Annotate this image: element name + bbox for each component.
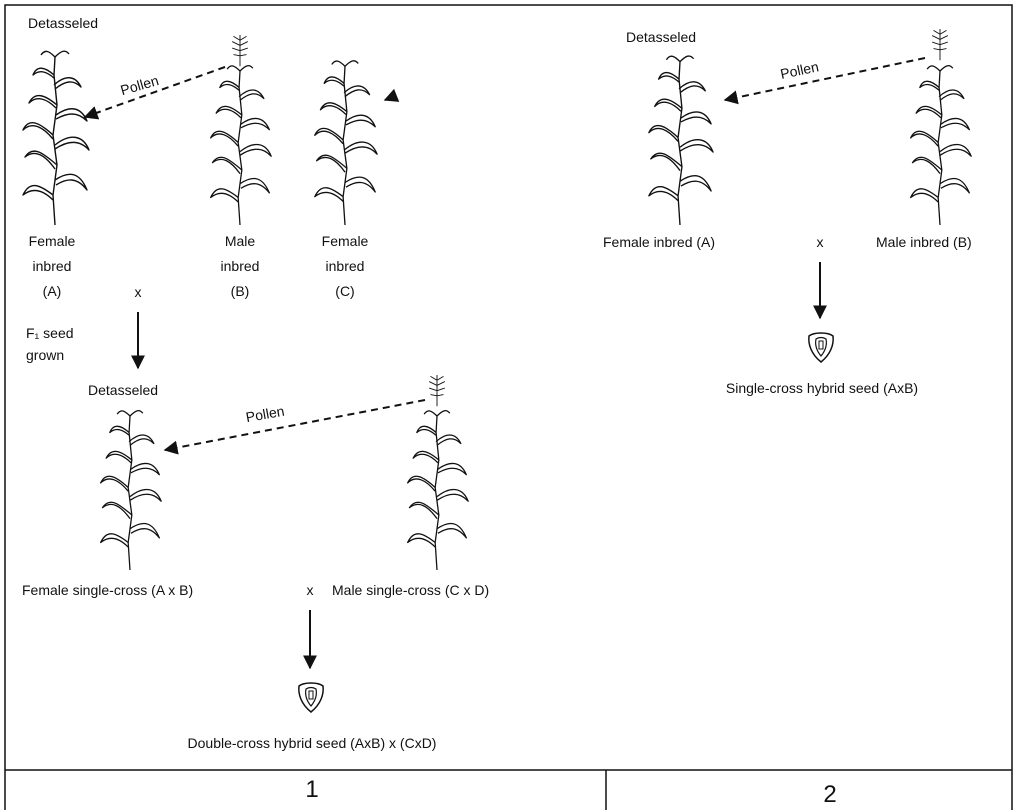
plant: [99, 409, 162, 570]
plant-label: Female: [29, 233, 76, 249]
label: Female single-cross (A x B): [22, 582, 193, 598]
label: Detasseled: [28, 15, 98, 31]
label: Male single-cross (C x D): [332, 582, 489, 598]
label: Female inbred (A): [603, 234, 715, 250]
plant: [406, 409, 469, 570]
plant-label: Male: [225, 233, 256, 249]
panel-number: 2: [823, 781, 836, 808]
label: Single-cross hybrid seed (AxB): [726, 380, 918, 396]
label: Male inbred (B): [876, 234, 972, 250]
pollen-arrow: [163, 399, 426, 455]
plant: [314, 60, 378, 225]
tassel: [931, 28, 949, 61]
tassel: [231, 34, 249, 67]
pollen-arrow: [723, 57, 926, 105]
seed: [298, 682, 324, 713]
plant: [209, 64, 272, 225]
cross-symbol: x: [135, 284, 142, 300]
plant-label: inbred: [33, 258, 72, 274]
plant-label: inbred: [326, 258, 365, 274]
seed: [808, 332, 834, 363]
plant-label: (B): [231, 283, 250, 299]
label: Pollen: [119, 72, 161, 98]
pollen-arrow: [383, 88, 400, 102]
cross-symbol: x: [307, 582, 314, 598]
panel-number: 1: [305, 776, 318, 803]
plant-label: inbred: [221, 258, 260, 274]
label: F₁ seed: [26, 325, 74, 341]
label: Detasseled: [88, 382, 158, 398]
frame: [4, 4, 1013, 810]
cross-symbol: x: [817, 234, 824, 250]
label: Double-cross hybrid seed (AxB) x (CxD): [188, 735, 437, 751]
plant: [22, 50, 90, 225]
plant: [909, 64, 972, 225]
pollen-arrow: [83, 66, 226, 120]
label: grown: [26, 347, 64, 363]
label: Pollen: [779, 58, 820, 82]
plant: [648, 55, 714, 225]
label: Detasseled: [626, 29, 696, 45]
plant-label: Female: [322, 233, 369, 249]
label: Pollen: [245, 403, 286, 426]
tassel: [428, 374, 446, 407]
plant-label: (C): [335, 283, 354, 299]
plant-label: (A): [43, 283, 62, 299]
